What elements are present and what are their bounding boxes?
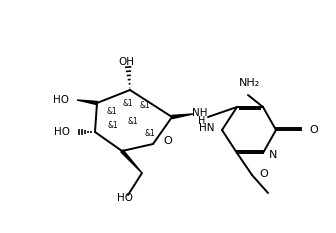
Text: N: N: [269, 150, 278, 160]
Text: &1: &1: [123, 99, 133, 107]
Text: HO: HO: [53, 95, 69, 105]
Text: &1: &1: [144, 129, 155, 137]
Polygon shape: [77, 100, 97, 105]
Text: HN: HN: [199, 123, 214, 133]
Text: &1: &1: [140, 100, 151, 110]
Text: O: O: [163, 136, 172, 146]
Text: NH₂: NH₂: [239, 78, 261, 88]
Text: O: O: [259, 169, 268, 179]
Polygon shape: [121, 150, 142, 173]
Text: NH: NH: [192, 108, 208, 118]
Text: &1: &1: [108, 121, 118, 130]
Text: O: O: [309, 125, 318, 135]
Text: &1: &1: [128, 117, 138, 127]
Text: HO: HO: [117, 193, 133, 203]
Text: OH: OH: [118, 57, 134, 67]
Polygon shape: [172, 114, 193, 119]
Text: &1: &1: [107, 107, 117, 116]
Text: H: H: [198, 116, 206, 126]
Text: HO: HO: [54, 127, 70, 137]
